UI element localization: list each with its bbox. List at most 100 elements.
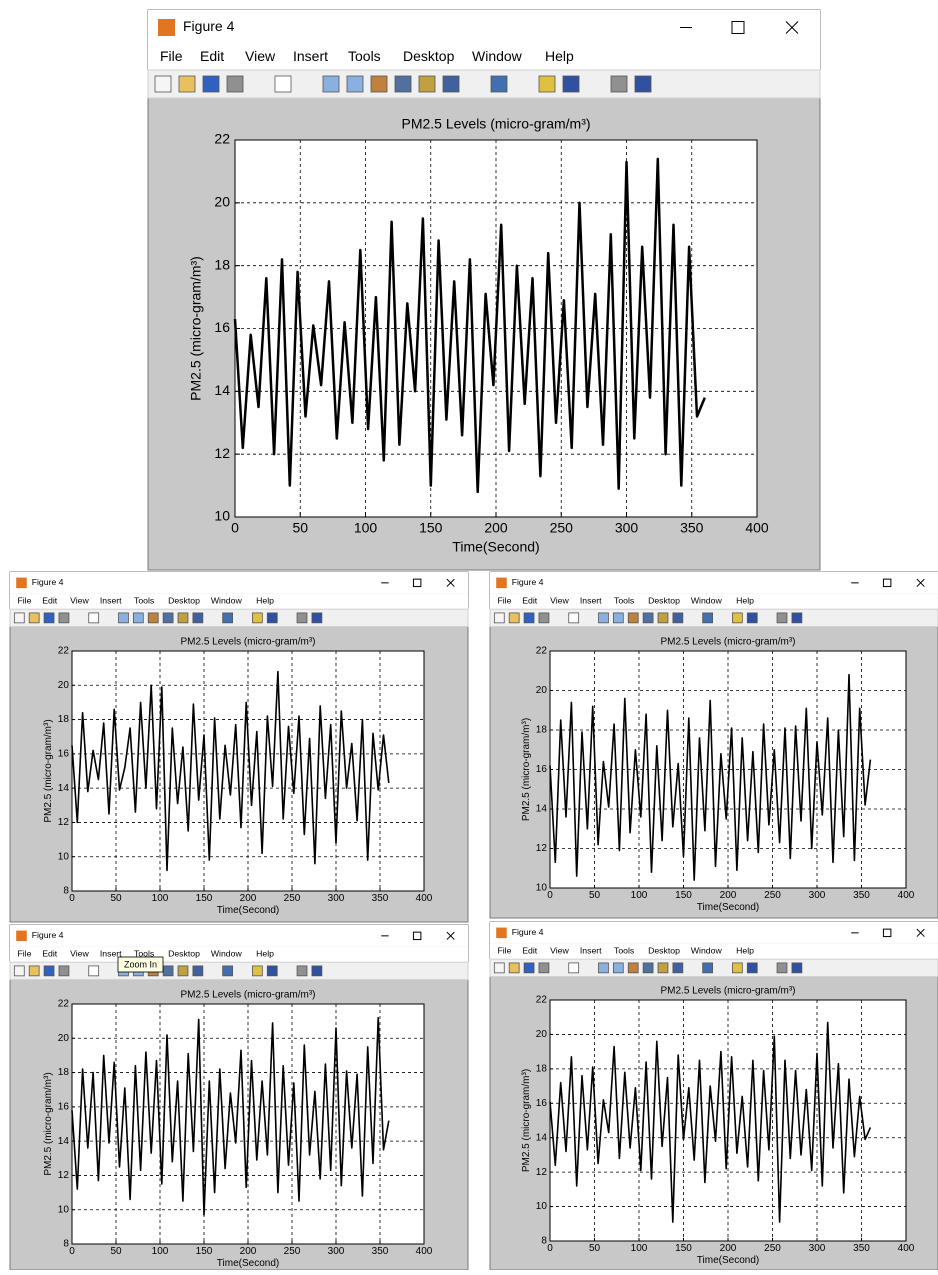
close-button[interactable] <box>446 931 455 940</box>
menu-item[interactable]: File <box>17 949 31 959</box>
menu-item[interactable]: Tools <box>614 946 635 956</box>
menu-item[interactable]: Insert <box>293 48 328 64</box>
toolbar-button[interactable] <box>776 962 788 974</box>
toolbar-button[interactable] <box>311 612 323 624</box>
maximize-button[interactable] <box>412 931 422 941</box>
close-button[interactable] <box>916 578 925 587</box>
toolbar-button[interactable] <box>642 612 654 624</box>
menu-item[interactable]: Tools <box>134 949 155 959</box>
menu-item[interactable]: Insert <box>580 946 602 956</box>
toolbar-button[interactable] <box>394 75 412 93</box>
menu-item[interactable]: Window <box>691 946 723 956</box>
toolbar-button[interactable] <box>568 962 580 974</box>
toolbar-button[interactable] <box>791 962 803 974</box>
toolbar-button[interactable] <box>13 612 25 624</box>
toolbar-button[interactable] <box>311 965 323 977</box>
toolbar-button[interactable] <box>202 75 220 93</box>
toolbar-button[interactable] <box>523 962 535 974</box>
toolbar-button[interactable] <box>88 612 100 624</box>
toolbar-button[interactable] <box>162 612 174 624</box>
menu-item[interactable]: Desktop <box>168 949 200 959</box>
toolbar-button[interactable] <box>672 612 684 624</box>
toolbar-button[interactable] <box>746 962 758 974</box>
toolbar-button[interactable] <box>58 965 70 977</box>
toolbar-button[interactable] <box>266 612 278 624</box>
menu-item[interactable]: Insert <box>100 949 122 959</box>
toolbar-button[interactable] <box>732 962 743 974</box>
menu-item[interactable]: Insert <box>580 596 602 606</box>
toolbar-button[interactable] <box>132 612 144 624</box>
toolbar-button[interactable] <box>178 75 196 93</box>
toolbar-button[interactable] <box>562 75 580 93</box>
toolbar-button[interactable] <box>266 965 278 977</box>
menu-item[interactable]: Tools <box>614 596 635 606</box>
toolbar-button[interactable] <box>296 965 308 977</box>
toolbar-button[interactable] <box>322 75 340 93</box>
toolbar-button[interactable] <box>657 612 669 624</box>
toolbar-button[interactable] <box>226 75 244 93</box>
toolbar-button[interactable] <box>154 75 172 93</box>
menu-item[interactable]: File <box>497 946 511 956</box>
toolbar-button[interactable] <box>222 965 233 977</box>
toolbar-button[interactable] <box>598 962 609 974</box>
toolbar-button[interactable] <box>192 612 204 624</box>
toolbar-button[interactable] <box>568 612 580 624</box>
menu-item[interactable]: File <box>497 596 511 606</box>
menu-item[interactable]: Desktop <box>648 946 680 956</box>
toolbar-button[interactable] <box>634 75 652 93</box>
menu-item[interactable]: View <box>70 596 89 606</box>
menu-item[interactable]: Desktop <box>648 596 680 606</box>
toolbar-button[interactable] <box>508 962 520 974</box>
menu-item[interactable]: Window <box>691 596 723 606</box>
toolbar-button[interactable] <box>43 965 55 977</box>
menu-item[interactable]: Window <box>472 48 523 64</box>
toolbar-button[interactable] <box>610 75 628 93</box>
menu-item[interactable]: Window <box>211 949 243 959</box>
menu-item[interactable]: Help <box>545 48 574 64</box>
menu-item[interactable]: View <box>550 946 569 956</box>
menu-item[interactable]: View <box>70 949 89 959</box>
toolbar-button[interactable] <box>791 612 803 624</box>
toolbar-button[interactable] <box>612 962 624 974</box>
menu-item[interactable]: View <box>245 48 276 64</box>
menu-item[interactable]: Desktop <box>403 48 455 64</box>
toolbar-button[interactable] <box>442 75 460 93</box>
toolbar-button[interactable] <box>222 612 233 624</box>
toolbar-button[interactable] <box>370 75 388 93</box>
toolbar-button[interactable] <box>538 962 550 974</box>
menu-item[interactable]: Help <box>256 596 274 606</box>
toolbar-button[interactable] <box>58 612 70 624</box>
toolbar-button[interactable] <box>508 612 520 624</box>
toolbar-button[interactable] <box>418 75 436 93</box>
toolbar-button[interactable] <box>177 612 189 624</box>
toolbar-button[interactable] <box>523 612 535 624</box>
close-button[interactable] <box>916 928 925 937</box>
toolbar-button[interactable] <box>252 965 263 977</box>
toolbar-button[interactable] <box>627 612 639 624</box>
maximize-button[interactable] <box>882 578 892 588</box>
toolbar-button[interactable] <box>252 612 263 624</box>
menu-item[interactable]: Help <box>256 949 274 959</box>
close-button[interactable] <box>446 578 455 587</box>
toolbar-button[interactable] <box>13 965 25 977</box>
menu-item[interactable]: Edit <box>522 596 538 606</box>
toolbar-button[interactable] <box>612 612 624 624</box>
toolbar-button[interactable] <box>657 962 669 974</box>
toolbar-button[interactable] <box>702 962 713 974</box>
toolbar-button[interactable] <box>776 612 788 624</box>
toolbar-button[interactable] <box>490 75 508 93</box>
menu-item[interactable]: Window <box>211 596 243 606</box>
toolbar-button[interactable] <box>642 962 654 974</box>
toolbar-button[interactable] <box>538 75 556 93</box>
menu-item[interactable]: Insert <box>100 596 122 606</box>
menu-item[interactable]: File <box>160 48 183 64</box>
menu-item[interactable]: Tools <box>348 48 381 64</box>
menu-item[interactable]: Help <box>736 946 754 956</box>
menu-item[interactable]: View <box>550 596 569 606</box>
maximize-button[interactable] <box>882 928 892 938</box>
toolbar-button[interactable] <box>88 965 100 977</box>
toolbar-button[interactable] <box>147 612 159 624</box>
toolbar-button[interactable] <box>296 612 308 624</box>
toolbar-button[interactable] <box>28 612 40 624</box>
toolbar-button[interactable] <box>627 962 639 974</box>
